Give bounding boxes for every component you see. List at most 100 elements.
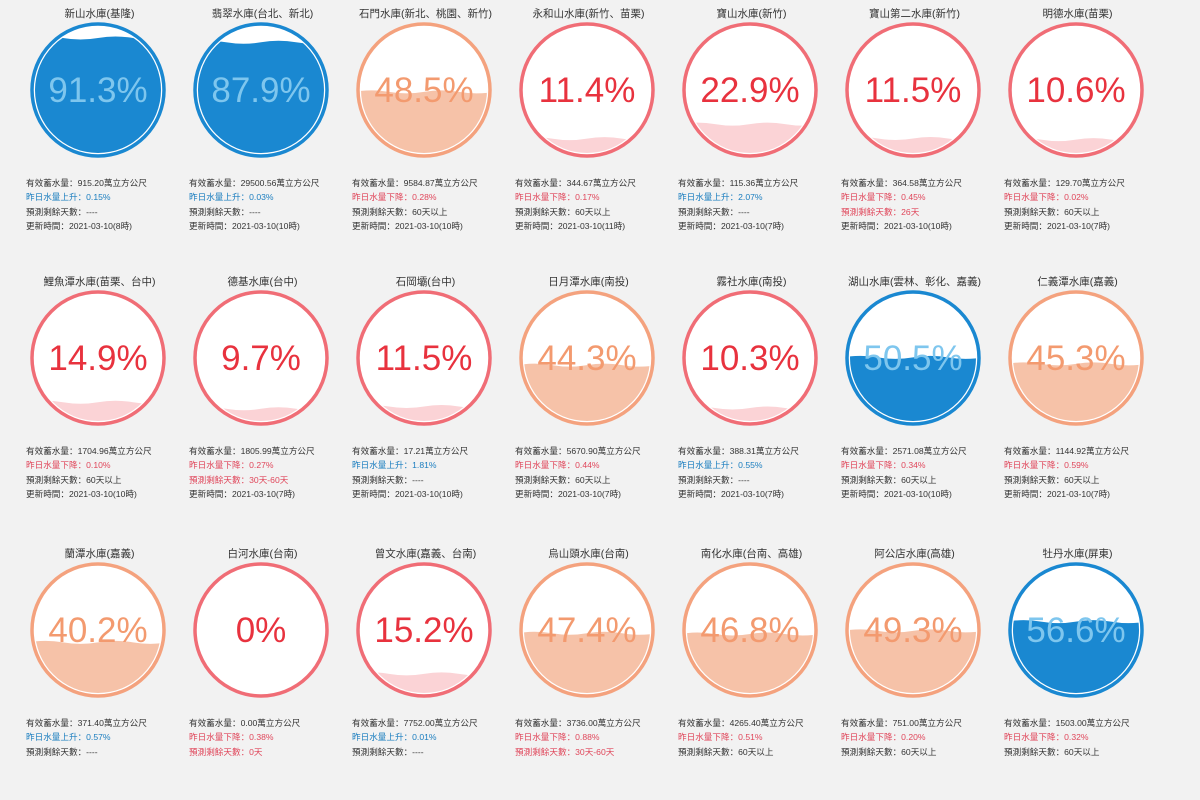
forecast-text: 預測剩餘天數：60天以上 bbox=[1004, 474, 1100, 485]
reservoir-name: 霧社水庫(南投) bbox=[716, 276, 787, 288]
gauge-svg: 45.3% bbox=[1008, 290, 1144, 426]
reservoir-name: 明德水庫(苗栗) bbox=[1042, 8, 1113, 20]
water-level-gauge: 14.9% bbox=[28, 288, 168, 428]
updated-text: 更新時間：2021-03-10(10時) bbox=[189, 221, 300, 232]
updated-text: 更新時間：2021-03-10(7時) bbox=[189, 489, 296, 500]
water-level-gauge: 0% bbox=[191, 560, 331, 700]
water-level-gauge: 44.3% bbox=[517, 288, 657, 428]
reservoir-card: 明德水庫(苗栗) 10.6% 有效蓄水量：129.70萬立方公尺 昨日水量下降：0.0… bbox=[996, 0, 1159, 260]
storage-text: 有效蓄水量：115.36萬立方公尺 bbox=[678, 178, 799, 188]
reservoir-name: 烏山頭水庫(台南) bbox=[548, 548, 629, 560]
reservoir-card: 寶山水庫(新竹) 22.9% 有效蓄水量：115.36萬立方公尺 昨日水量上升：2.0… bbox=[670, 0, 833, 260]
storage-text: 有效蓄水量：2571.08萬立方公尺 bbox=[841, 446, 967, 456]
reservoir-info: 有效蓄水量：3736.00萬立方公尺 昨日水量下降：0.88% 預測剩餘天數：30天… bbox=[515, 716, 667, 759]
reservoir-name: 仁義潭水庫(嘉義) bbox=[1037, 276, 1118, 288]
forecast-text: 預測剩餘天數：---- bbox=[352, 746, 424, 757]
reservoir-info: 有效蓄水量：129.70萬立方公尺 昨日水量下降：0.02% 預測剩餘天數：60天以… bbox=[1004, 176, 1156, 234]
reservoir-card: 新山水庫(基隆) 91.3% 有效蓄水量：915.20萬立方公尺 昨日水量上升：0.1… bbox=[18, 0, 181, 260]
reservoir-card: 日月潭水庫(南投) 44.3% 有效蓄水量：5670.90萬立方公尺 昨日水量下降：0… bbox=[507, 268, 670, 528]
forecast-text: 預測剩餘天數：---- bbox=[352, 474, 424, 485]
percent-label: 15.2% bbox=[374, 611, 473, 650]
reservoir-info: 有效蓄水量：1503.00萬立方公尺 昨日水量下降：0.32% 預測剩餘天數：60天… bbox=[1004, 716, 1156, 759]
gauge-ring bbox=[682, 290, 818, 426]
storage-text: 有效蓄水量：1503.00萬立方公尺 bbox=[1004, 718, 1130, 728]
reservoir-name: 南化水庫(台南、高雄) bbox=[700, 548, 803, 560]
reservoir-name: 寶山第二水庫(新竹) bbox=[869, 8, 960, 20]
forecast-text: 預測剩餘天數：60天以上 bbox=[841, 746, 937, 757]
gauge-ring bbox=[682, 22, 818, 158]
storage-text: 有效蓄水量：0.00萬立方公尺 bbox=[189, 718, 301, 728]
gauge-svg: 11.4% bbox=[519, 22, 655, 158]
gauge-svg: 11.5% bbox=[356, 290, 492, 426]
water-level-gauge: 49.3% bbox=[843, 560, 983, 700]
gauge-svg: 46.8% bbox=[682, 562, 818, 698]
reservoir-info: 有效蓄水量：371.40萬立方公尺 昨日水量上升：0.57% 預測剩餘天數：---- bbox=[26, 716, 178, 759]
reservoir-card: 南化水庫(台南、高雄) 46.8% 有效蓄水量：4265.40萬立方公尺 昨日水量下降… bbox=[670, 540, 833, 800]
water-level-gauge: 11.5% bbox=[354, 288, 494, 428]
percent-label: 10.6% bbox=[1026, 71, 1125, 110]
updated-text: 更新時間：2021-03-10(10時) bbox=[352, 489, 463, 500]
change-text: 昨日水量上升：0.55% bbox=[678, 460, 763, 471]
change-text: 昨日水量下降：0.17% bbox=[515, 192, 600, 203]
reservoir-card: 烏山頭水庫(台南) 47.4% 有效蓄水量：3736.00萬立方公尺 昨日水量下降：0… bbox=[507, 540, 670, 800]
percent-label: 49.3% bbox=[863, 611, 962, 650]
reservoir-info: 有效蓄水量：915.20萬立方公尺 昨日水量上升：0.15% 預測剩餘天數：----… bbox=[26, 176, 178, 234]
reservoir-card: 白河水庫(台南) 0% 有效蓄水量：0.00萬立方公尺 昨日水量下降：0.38% 預測剩… bbox=[181, 540, 344, 800]
water-level-gauge: 15.2% bbox=[354, 560, 494, 700]
updated-text: 更新時間：2021-03-10(7時) bbox=[515, 489, 622, 500]
storage-text: 有效蓄水量：1805.99萬立方公尺 bbox=[189, 446, 315, 456]
storage-text: 有效蓄水量：7752.00萬立方公尺 bbox=[352, 718, 478, 728]
storage-text: 有效蓄水量：4265.40萬立方公尺 bbox=[678, 718, 804, 728]
water-level-gauge: 46.8% bbox=[680, 560, 820, 700]
reservoir-name: 鯉魚潭水庫(苗栗、台中) bbox=[43, 276, 156, 288]
updated-text: 更新時間：2021-03-10(7時) bbox=[1004, 489, 1111, 500]
percent-label: 10.3% bbox=[700, 339, 799, 378]
updated-text: 更新時間：2021-03-10(7時) bbox=[678, 489, 785, 500]
change-text: 昨日水量下降：0.27% bbox=[189, 460, 274, 471]
water-level-gauge: 47.4% bbox=[517, 560, 657, 700]
reservoir-info: 有效蓄水量：1704.96萬立方公尺 昨日水量下降：0.10% 預測剩餘天數：60天… bbox=[26, 444, 178, 502]
change-text: 昨日水量上升：0.01% bbox=[352, 732, 437, 743]
gauge-ring bbox=[356, 562, 492, 698]
water-level-gauge: 9.7% bbox=[191, 288, 331, 428]
water-level-gauge: 87.9% bbox=[191, 20, 331, 160]
forecast-text: 預測剩餘天數：---- bbox=[678, 474, 750, 485]
forecast-text: 預測剩餘天數：---- bbox=[26, 746, 98, 757]
change-text: 昨日水量下降：0.20% bbox=[841, 732, 926, 743]
water-level-gauge: 48.5% bbox=[354, 20, 494, 160]
forecast-text: 預測剩餘天數：60天以上 bbox=[26, 474, 122, 485]
water-level-gauge: 10.3% bbox=[680, 288, 820, 428]
gauge-svg: 48.5% bbox=[356, 22, 492, 158]
reservoir-info: 有效蓄水量：9584.87萬立方公尺 昨日水量下降：0.28% 預測剩餘天數：60天… bbox=[352, 176, 504, 234]
gauge-svg: 87.9% bbox=[193, 22, 329, 158]
reservoir-card: 湖山水庫(雲林、彰化、嘉義) 50.5% 有效蓄水量：2571.08萬立方公尺 昨日水… bbox=[833, 268, 996, 528]
storage-text: 有效蓄水量：29500.56萬立方公尺 bbox=[189, 178, 320, 188]
forecast-text: 預測剩餘天數：60天以上 bbox=[678, 746, 774, 757]
gauge-svg: 15.2% bbox=[356, 562, 492, 698]
percent-label: 11.5% bbox=[865, 71, 962, 110]
storage-text: 有效蓄水量：344.67萬立方公尺 bbox=[515, 178, 636, 188]
forecast-text: 預測剩餘天數：60天以上 bbox=[1004, 746, 1100, 757]
change-text: 昨日水量下降：0.45% bbox=[841, 192, 926, 203]
reservoir-card: 永和山水庫(新竹、苗栗) 11.4% 有效蓄水量：344.67萬立方公尺 昨日水量下降… bbox=[507, 0, 670, 260]
reservoir-card: 石岡壩(台中) 11.5% 有效蓄水量：17.21萬立方公尺 昨日水量上升：1.81%… bbox=[344, 268, 507, 528]
change-text: 昨日水量下降：0.88% bbox=[515, 732, 600, 743]
forecast-text: 預測剩餘天數：0天 bbox=[189, 746, 263, 757]
change-text: 昨日水量上升：2.07% bbox=[678, 192, 763, 203]
gauge-ring bbox=[845, 22, 981, 158]
forecast-text: 預測剩餘天數：---- bbox=[26, 206, 98, 217]
forecast-text: 預測剩餘天數：60天以上 bbox=[352, 206, 448, 217]
reservoir-info: 有效蓄水量：2571.08萬立方公尺 昨日水量下降：0.34% 預測剩餘天數：60天… bbox=[841, 444, 993, 502]
reservoir-card: 石門水庫(新北、桃園、新竹) 48.5% 有效蓄水量：9584.87萬立方公尺 昨日水… bbox=[344, 0, 507, 260]
reservoir-name: 寶山水庫(新竹) bbox=[716, 8, 787, 20]
forecast-text: 預測剩餘天數：30天-60天 bbox=[515, 746, 615, 757]
change-text: 昨日水量下降：0.32% bbox=[1004, 732, 1089, 743]
updated-text: 更新時間：2021-03-10(7時) bbox=[678, 221, 785, 232]
change-text: 昨日水量下降：0.10% bbox=[26, 460, 111, 471]
change-text: 昨日水量上升：1.81% bbox=[352, 460, 437, 471]
reservoir-info: 有效蓄水量：29500.56萬立方公尺 昨日水量上升：0.03% 預測剩餘天數：--… bbox=[189, 176, 341, 234]
percent-label: 0% bbox=[236, 611, 287, 650]
reservoir-info: 有效蓄水量：751.00萬立方公尺 昨日水量下降：0.20% 預測剩餘天數：60天以… bbox=[841, 716, 993, 759]
reservoir-name: 新山水庫(基隆) bbox=[64, 8, 135, 20]
reservoir-name: 曾文水庫(嘉義、台南) bbox=[374, 548, 477, 560]
